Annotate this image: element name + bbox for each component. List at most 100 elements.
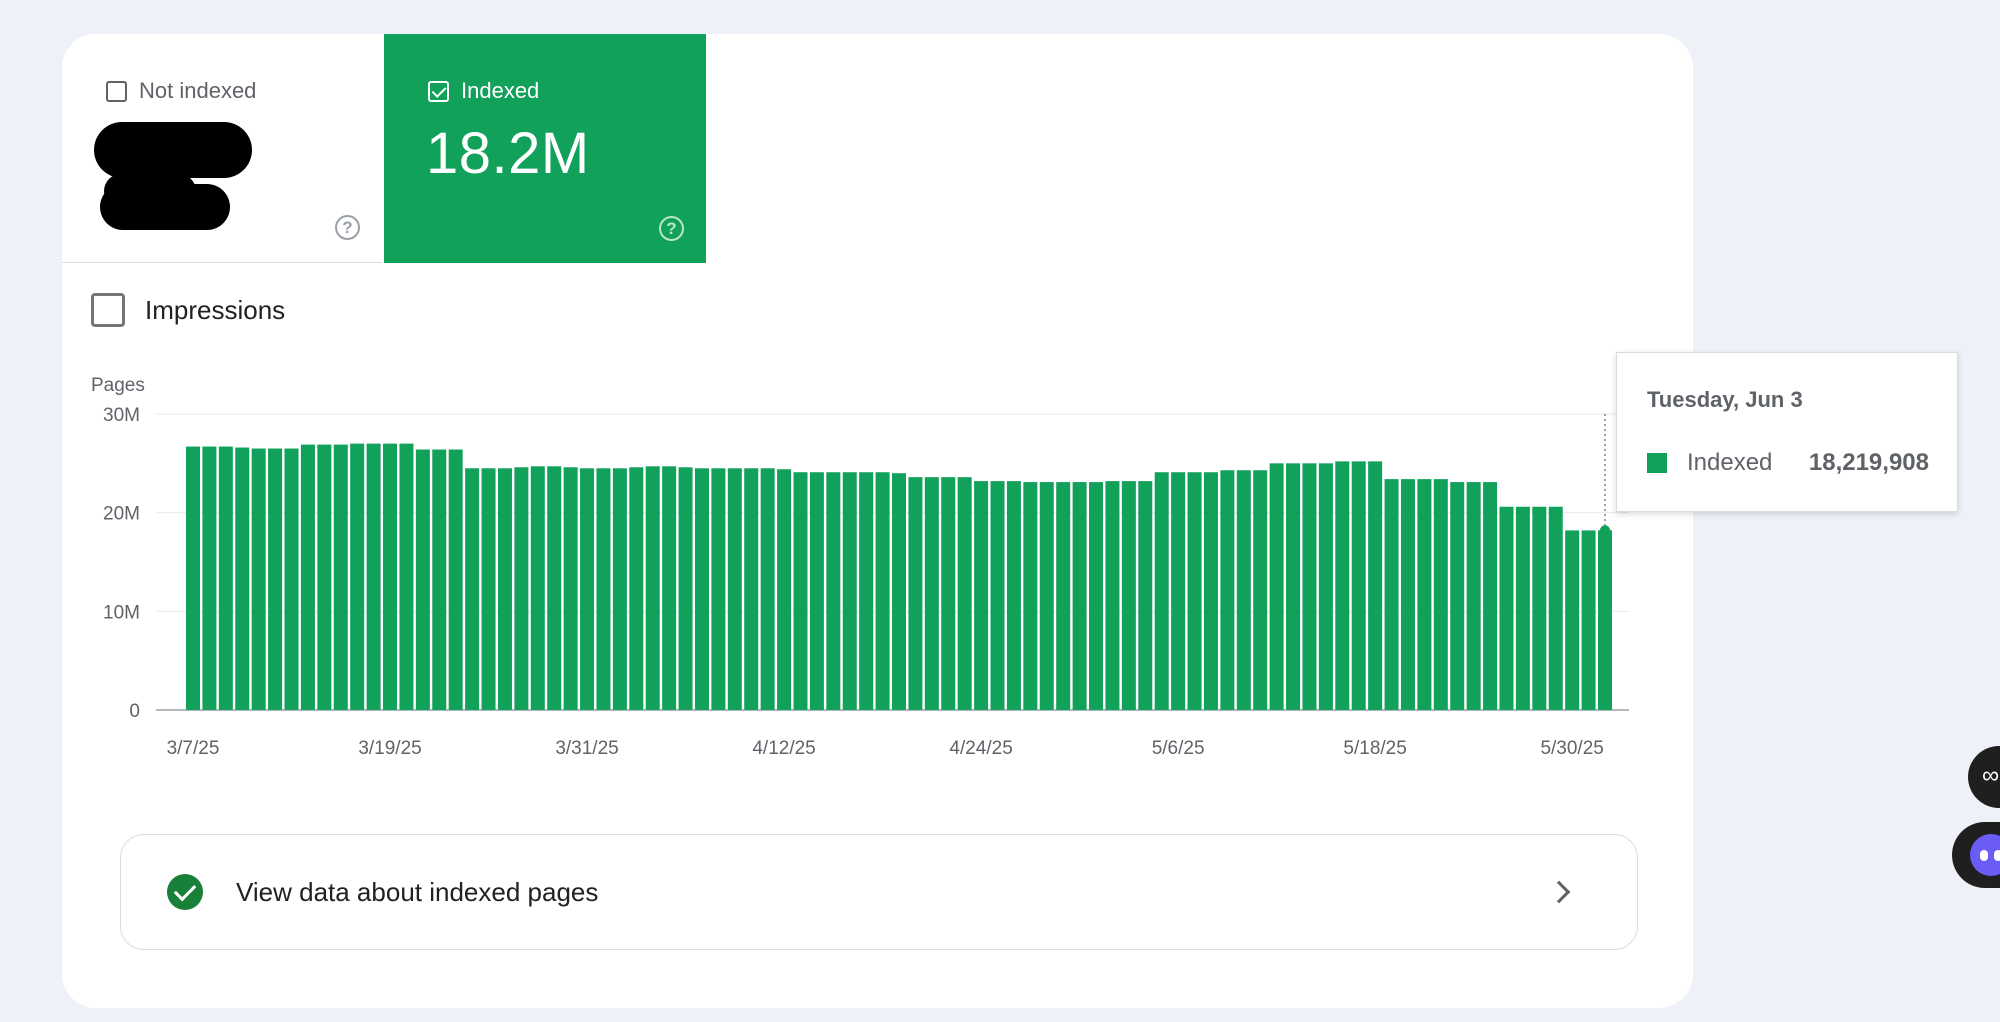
- y-tick-label: 0: [129, 701, 140, 722]
- chart-bar: [251, 448, 266, 710]
- chart-bar: [465, 468, 480, 710]
- x-tick-label: 3/31/25: [555, 738, 618, 759]
- chart-bar: [1039, 482, 1054, 710]
- chart-bar: [1269, 463, 1284, 710]
- y-axis-label: Pages: [91, 375, 145, 396]
- chart-bar: [1138, 481, 1153, 710]
- y-tick-label: 10M: [103, 602, 140, 623]
- chart-bar: [1417, 479, 1432, 710]
- chart-bar: [793, 472, 808, 710]
- chart-bar: [432, 449, 447, 710]
- assistant-button[interactable]: [1952, 822, 2000, 888]
- chart-bar: [596, 468, 611, 710]
- chart-bar: [941, 477, 956, 710]
- chart-bar: [1236, 470, 1251, 710]
- tooltip-label: Indexed: [1687, 449, 1773, 476]
- checkbox-icon[interactable]: [106, 80, 127, 102]
- chart-bar: [809, 472, 824, 710]
- view-indexed-pages-link[interactable]: View data about indexed pages: [120, 834, 1638, 950]
- chart-bar: [415, 449, 430, 710]
- chart-bar: [563, 467, 578, 710]
- indexed-tile[interactable]: Indexed 18.2M ?: [384, 34, 706, 263]
- chart-bar: [1565, 530, 1580, 710]
- chart-bar: [694, 468, 709, 710]
- chart-bar: [1253, 470, 1268, 710]
- chart-bar: [1351, 461, 1366, 710]
- chart-bar: [1335, 461, 1350, 710]
- chart-bar: [1121, 481, 1136, 710]
- hover-marker-dot: [1600, 525, 1610, 536]
- chart-bar: [924, 477, 939, 710]
- chart-bar: [1400, 479, 1415, 710]
- chart-bar: [744, 468, 759, 710]
- chart-bar: [448, 449, 463, 710]
- chart-bar: [612, 468, 627, 710]
- chart-bar: [760, 468, 775, 710]
- chart-bar: [892, 473, 906, 710]
- chart-bar: [1483, 482, 1498, 710]
- chart-bar: [235, 447, 250, 710]
- not-indexed-label: Not indexed: [139, 78, 257, 103]
- chart-bar: [1466, 482, 1481, 710]
- x-tick-label: 5/30/25: [1540, 738, 1603, 759]
- chevron-right-icon: [1547, 880, 1571, 904]
- chart-bar: [1089, 482, 1104, 710]
- chart-bar: [497, 468, 512, 710]
- chart-bar: [580, 468, 595, 710]
- chart-bar: [350, 443, 365, 710]
- chart-bar: [284, 448, 299, 710]
- chart-bar: [875, 472, 890, 710]
- help-icon[interactable]: ?: [335, 215, 360, 240]
- floating-action-button[interactable]: ∞: [1968, 746, 2000, 808]
- indexed-label: Indexed: [461, 78, 540, 103]
- check-circle-icon: [167, 874, 203, 910]
- x-tick-label: 3/7/25: [167, 738, 220, 759]
- impressions-label: Impressions: [145, 294, 286, 325]
- chart-bar: [974, 481, 989, 710]
- chart-bar: [1598, 530, 1612, 710]
- chart-bar: [1433, 479, 1448, 710]
- chart-bar: [727, 468, 742, 710]
- x-tick-label: 4/12/25: [752, 738, 815, 759]
- indexed-count: 18.2M: [426, 121, 590, 186]
- chart-bar: [202, 446, 217, 710]
- chart-bar: [662, 466, 677, 710]
- chart-bar: [1105, 481, 1120, 710]
- x-tick-label: 5/6/25: [1152, 738, 1205, 759]
- chart-bar: [1302, 463, 1317, 710]
- chart-bar: [366, 443, 381, 710]
- chart-bar: [186, 446, 200, 710]
- chart-bar: [333, 444, 348, 710]
- chart-bar: [1203, 472, 1218, 710]
- not-indexed-tile[interactable]: Not indexed ?: [62, 34, 382, 263]
- help-icon[interactable]: ?: [659, 216, 684, 241]
- chart-bar: [300, 444, 315, 710]
- chart-bar: [990, 481, 1005, 710]
- chart-bar: [957, 477, 972, 710]
- chart-bar: [1154, 472, 1169, 710]
- chart-bar: [1187, 472, 1202, 710]
- chart-bar: [481, 468, 496, 710]
- chart-bar: [1532, 506, 1547, 710]
- link-icon: ∞: [1982, 762, 2000, 789]
- x-tick-label: 3/19/25: [358, 738, 421, 759]
- assistant-icon: [1970, 834, 2000, 876]
- chart-bar: [711, 468, 726, 710]
- tooltip-value: 18,219,908: [1808, 449, 1929, 476]
- chart-bar: [1384, 479, 1399, 710]
- chart-bar: [1072, 482, 1087, 710]
- chart-bar: [399, 443, 414, 710]
- y-tick-label: 20M: [103, 504, 140, 525]
- chart-bar: [1006, 481, 1021, 710]
- chart-bar: [777, 469, 792, 710]
- y-tick-label: 30M: [103, 405, 140, 426]
- chart-bar: [678, 467, 693, 710]
- chart-bar: [842, 472, 857, 710]
- checkbox-icon[interactable]: [91, 293, 125, 327]
- chart-bar: [1220, 470, 1235, 710]
- checkbox-checked-icon[interactable]: [428, 80, 449, 102]
- chart-bar: [530, 466, 545, 710]
- impressions-toggle[interactable]: Impressions: [91, 293, 285, 327]
- chart-bar: [1056, 482, 1071, 710]
- chart-bar: [1499, 506, 1514, 710]
